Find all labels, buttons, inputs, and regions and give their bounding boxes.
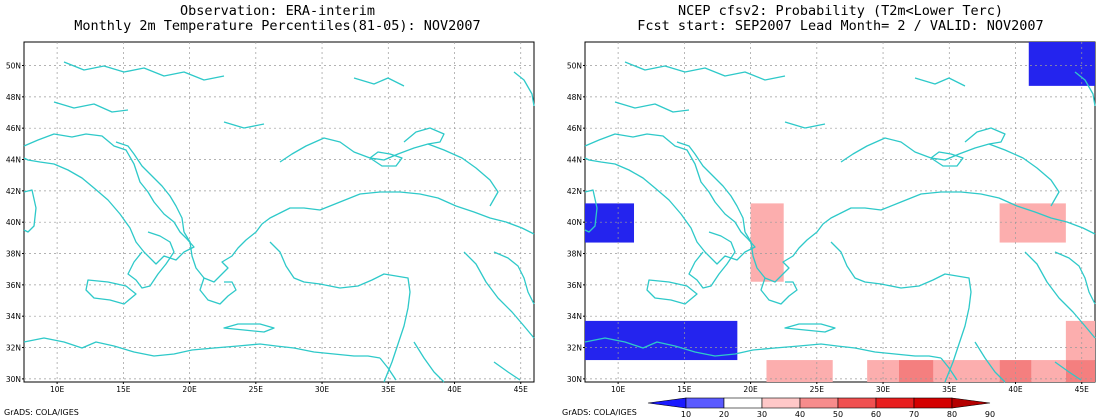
lon-tick-label: 15E — [677, 385, 692, 394]
left-credit: GrADS: COLA/IGES — [4, 408, 79, 417]
lat-tick-label: 40N — [6, 218, 21, 227]
colorbar-arrow-left — [647, 397, 687, 409]
colorbar-segment — [723, 397, 763, 409]
left-title-line1: Observation: ERA-interim — [179, 3, 376, 19]
lat-tick-label: 30N — [567, 375, 582, 384]
probability-cell — [1065, 360, 1095, 382]
probability-cell — [898, 360, 934, 382]
colorbar-label: 60 — [871, 410, 881, 419]
probability-cell — [867, 360, 899, 382]
probability-cell — [1031, 360, 1066, 382]
left-title-line2: Monthly 2m Temperature Percentiles(81-05… — [74, 18, 481, 34]
probability-cell — [999, 360, 1032, 382]
lon-tick-label: 15E — [116, 385, 131, 394]
colorbar-segment — [799, 397, 839, 409]
lat-tick-label: 48N — [567, 93, 582, 102]
lat-tick-label: 38N — [6, 250, 21, 259]
left-gridlines — [24, 42, 534, 382]
lat-tick-label: 38N — [567, 250, 582, 259]
probability-cell — [999, 203, 1066, 243]
lat-tick-label: 48N — [6, 93, 21, 102]
lon-tick-label: 35E — [381, 385, 396, 394]
lon-tick-label: 40E — [447, 385, 462, 394]
lat-tick-label: 46N — [567, 124, 582, 133]
colorbar-segment — [913, 397, 953, 409]
colorbar-label: 90 — [985, 410, 995, 419]
probability-cell — [585, 320, 738, 361]
right-map-panel — [584, 41, 1096, 383]
colorbar: 10 20 30 40 50 60 70 80 90 — [647, 397, 995, 419]
colorbar-label: 10 — [681, 410, 691, 419]
colorbar-label: 30 — [757, 410, 767, 419]
lon-tick-label: 20E — [182, 385, 197, 394]
colorbar-label: 70 — [909, 410, 919, 419]
lat-tick-label: 30N — [6, 375, 21, 384]
colorbar-label: 40 — [795, 410, 805, 419]
axis-labels: 50N 48N 46N 44N 42N 40N 38N 36N 34N 32N 30N 10E 15E 2… — [6, 62, 1089, 394]
lat-tick-label: 44N — [6, 156, 21, 165]
colorbar-segment — [685, 397, 725, 409]
probability-cell — [750, 203, 784, 282]
colorbar-label: 50 — [833, 410, 843, 419]
right-title-line1: NCEP cfsv2: Probability (T2m<Lower Terc) — [677, 3, 1004, 19]
right-title-line2: Fcst start: SEP2007 Lead Month= 2 / VALI… — [637, 18, 1044, 34]
colorbar-label: 20 — [719, 410, 729, 419]
lon-tick-label: 20E — [743, 385, 758, 394]
lat-tick-label: 50N — [567, 62, 582, 71]
probability-cell — [585, 203, 635, 243]
lat-tick-label: 44N — [567, 156, 582, 165]
lon-tick-label: 35E — [942, 385, 957, 394]
colorbar-arrow-right — [951, 397, 991, 409]
lon-tick-label: 40E — [1008, 385, 1023, 394]
lon-tick-label: 45E — [1075, 385, 1090, 394]
probability-cell — [1065, 320, 1095, 361]
lat-tick-label: 32N — [6, 344, 21, 353]
left-map-frame — [23, 41, 535, 383]
lon-tick-label: 25E — [249, 385, 264, 394]
lat-tick-label: 46N — [6, 124, 21, 133]
colorbar-segment — [875, 397, 915, 409]
lat-tick-label: 32N — [567, 344, 582, 353]
right-gridlines — [585, 42, 1095, 382]
lat-tick-label: 34N — [6, 312, 21, 321]
lon-tick-label: 45E — [514, 385, 529, 394]
lat-tick-label: 36N — [567, 281, 582, 290]
lat-tick-label: 36N — [6, 281, 21, 290]
right-credit: GrADS: COLA/IGES — [562, 408, 637, 417]
lat-tick-label: 34N — [567, 312, 582, 321]
colorbar-segment — [837, 397, 877, 409]
lon-tick-label: 10E — [50, 385, 65, 394]
lat-tick-label: 40N — [567, 218, 582, 227]
left-map-panel — [23, 41, 535, 383]
lon-tick-label: 10E — [611, 385, 626, 394]
probability-cell — [933, 360, 1000, 382]
lon-tick-label: 25E — [810, 385, 825, 394]
lat-tick-label: 42N — [6, 187, 21, 196]
lon-tick-label: 30E — [315, 385, 330, 394]
left-title: Observation: ERA-interim Monthly 2m Temp… — [20, 4, 535, 34]
colorbar-label: 80 — [947, 410, 957, 419]
lat-tick-label: 50N — [6, 62, 21, 71]
lat-tick-label: 42N — [567, 187, 582, 196]
probability-cell — [766, 360, 833, 382]
lon-tick-label: 30E — [876, 385, 891, 394]
right-title: NCEP cfsv2: Probability (T2m<Lower Terc)… — [583, 4, 1098, 34]
colorbar-segment — [761, 397, 801, 409]
